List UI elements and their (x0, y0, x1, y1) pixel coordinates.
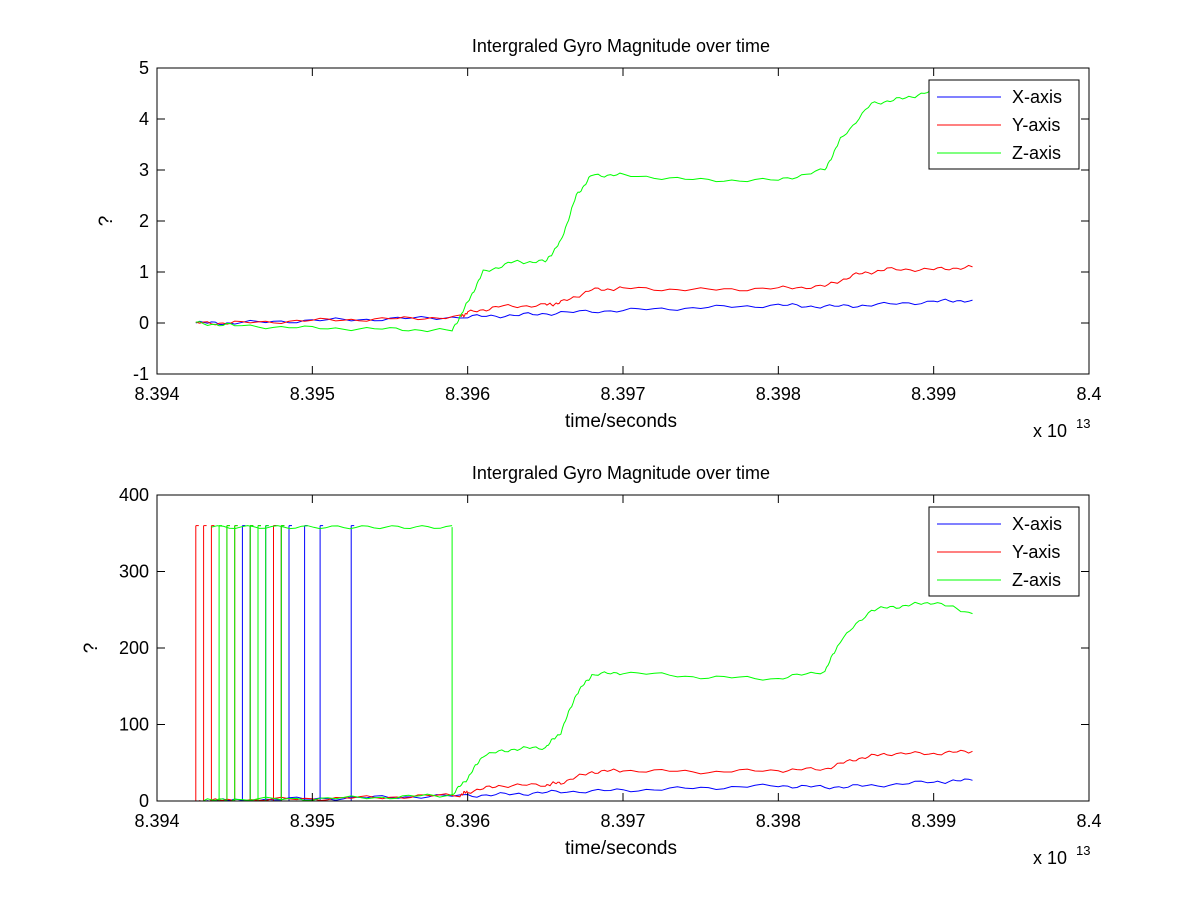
legend-box (928, 79, 1080, 170)
x-tick-label: 8.397 (600, 811, 645, 831)
x-tick-label: 8.398 (756, 811, 801, 831)
y-tick-label: -1 (133, 364, 149, 384)
y-tick-label: 5 (139, 58, 149, 78)
legend-label: X-axis (1012, 87, 1062, 107)
y-tick-label: 300 (119, 562, 149, 582)
x-exponent: x 10 (1033, 421, 1067, 441)
x-tick-label: 8.4 (1076, 811, 1101, 831)
subplot-2: 8.394 8.395 8.396 8.397 8.398 8.399 8.4 0 100 200… (81, 463, 1102, 868)
series-group (195, 88, 973, 333)
y-tick-label: 4 (139, 109, 149, 129)
chart-title: Intergraled Gyro Magnitude over time (472, 36, 770, 56)
subplot-1: 8.394 8.395 8.396 8.397 8.398 8.399 8.4 -1 0 1 2 3 4… (96, 36, 1102, 441)
series-group (195, 525, 973, 801)
legend-label: X-axis (1012, 514, 1062, 534)
y-tick-label: 100 (119, 715, 149, 735)
y-tick-label: 2 (139, 211, 149, 231)
y-tick-label: 400 (119, 485, 149, 505)
x-tick-label: 8.394 (134, 384, 179, 404)
legend-label: Y-axis (1012, 542, 1060, 562)
legend: X-axis Y-axis Z-axis (928, 506, 1080, 597)
x-axis-label: time/seconds (565, 411, 677, 432)
series-line-x-axis (195, 298, 973, 326)
series-line-z-axis (201, 601, 973, 801)
legend-label: Z-axis (1012, 570, 1061, 590)
x-tick-label: 8.394 (134, 811, 179, 831)
x-tick-label: 8.396 (445, 384, 490, 404)
x-tick-label: 8.395 (290, 811, 335, 831)
y-tick-label: 200 (119, 638, 149, 658)
legend-label: Y-axis (1012, 115, 1060, 135)
x-tick-label: 8.399 (911, 384, 956, 404)
x-tick-label: 8.4 (1076, 384, 1101, 404)
x-tick-label: 8.398 (756, 384, 801, 404)
x-tick-label: 8.396 (445, 811, 490, 831)
x-tick-label: 8.395 (290, 384, 335, 404)
x-exponent-power: 13 (1076, 843, 1090, 858)
y-tick-label: 0 (139, 313, 149, 333)
x-exponent-power: 13 (1076, 416, 1090, 431)
x-exponent: x 10 (1033, 848, 1067, 868)
x-axis-label: time/seconds (565, 838, 677, 859)
y-tick-label: 0 (139, 791, 149, 811)
y-tick-label: 3 (139, 160, 149, 180)
y-axis-label: ? (81, 643, 102, 654)
chart-title: Intergraled Gyro Magnitude over time (472, 463, 770, 483)
series-line-x-axis (195, 778, 973, 801)
y-tick-label: 1 (139, 262, 149, 282)
x-tick-label: 8.397 (600, 384, 645, 404)
y-axis-label: ? (96, 216, 117, 227)
legend-label: Z-axis (1012, 143, 1061, 163)
x-tick-label: 8.399 (911, 811, 956, 831)
series-line-z-axis (195, 88, 973, 333)
legend: X-axis Y-axis Z-axis (928, 79, 1080, 170)
series-plateau-z-axis (211, 525, 453, 530)
series-line-y-axis (195, 264, 973, 326)
